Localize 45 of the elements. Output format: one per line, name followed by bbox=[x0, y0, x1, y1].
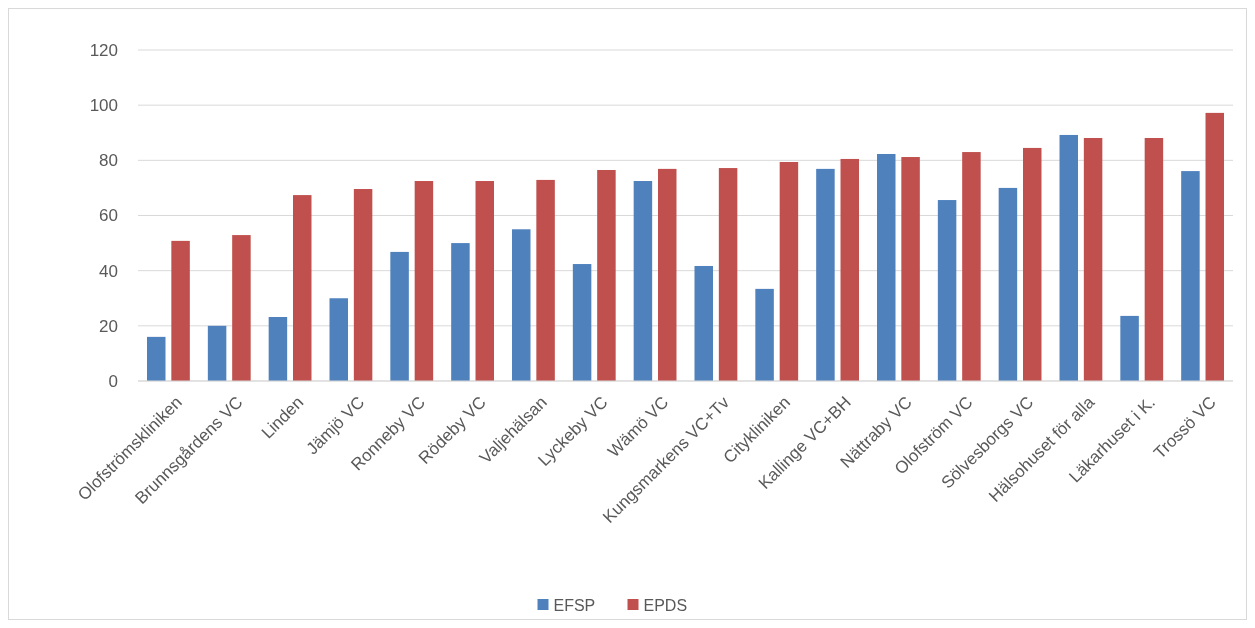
bar bbox=[962, 152, 981, 381]
bar bbox=[779, 161, 799, 381]
bar bbox=[1144, 137, 1164, 381]
bar bbox=[207, 325, 227, 381]
bar bbox=[840, 158, 859, 381]
bar bbox=[718, 168, 738, 381]
bar bbox=[901, 157, 920, 381]
bar bbox=[390, 251, 409, 381]
bar bbox=[937, 200, 957, 381]
bar bbox=[877, 153, 896, 381]
legend-label: EPDS bbox=[643, 596, 688, 614]
y-tick-label: 60 bbox=[99, 206, 118, 226]
bar bbox=[329, 298, 348, 381]
y-tick-label: 120 bbox=[89, 40, 118, 60]
bar bbox=[512, 229, 531, 381]
y-tick-label: 0 bbox=[108, 371, 118, 391]
bar bbox=[451, 243, 470, 381]
bar bbox=[1120, 315, 1139, 381]
bar bbox=[1181, 171, 1200, 381]
bar bbox=[171, 240, 190, 381]
bar bbox=[293, 195, 312, 381]
bar bbox=[1205, 112, 1224, 381]
bar bbox=[633, 181, 653, 381]
bar bbox=[147, 336, 166, 381]
bar bbox=[755, 288, 774, 381]
bar bbox=[816, 168, 835, 381]
y-tick-label: 20 bbox=[99, 316, 118, 336]
bar bbox=[998, 187, 1018, 381]
bar bbox=[1083, 137, 1103, 381]
bar bbox=[353, 189, 373, 381]
bar bbox=[1023, 147, 1042, 381]
bar bbox=[414, 181, 434, 381]
bar bbox=[1059, 134, 1078, 381]
y-tick-label: 100 bbox=[89, 96, 118, 116]
bar bbox=[232, 235, 251, 381]
bar bbox=[536, 179, 555, 381]
y-tick-label: 40 bbox=[99, 261, 118, 281]
bar bbox=[597, 169, 616, 381]
bar bbox=[694, 265, 713, 381]
bar bbox=[475, 181, 494, 381]
legend-label: EFSP bbox=[553, 596, 596, 614]
bar bbox=[572, 264, 592, 381]
bar bbox=[658, 168, 677, 381]
bar bbox=[268, 317, 288, 381]
y-tick-label: 80 bbox=[99, 151, 118, 171]
